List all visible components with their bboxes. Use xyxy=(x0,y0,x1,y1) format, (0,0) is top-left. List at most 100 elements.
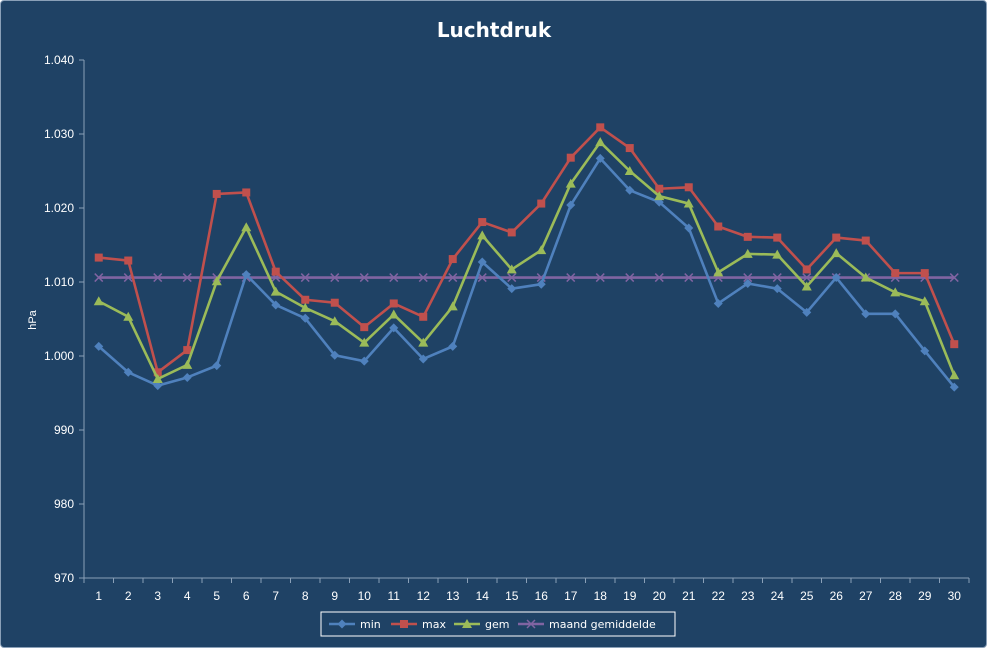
y-tick-label: 1.020 xyxy=(44,201,74,215)
data-point xyxy=(270,286,281,296)
data-point xyxy=(596,123,605,132)
data-point xyxy=(389,323,399,333)
data-point xyxy=(802,273,812,283)
data-point xyxy=(654,273,664,283)
series-line xyxy=(97,157,956,388)
data-point xyxy=(920,269,929,278)
data-point xyxy=(624,166,635,175)
data-point xyxy=(448,255,457,264)
data-point xyxy=(772,284,782,294)
y-tick-label: 980 xyxy=(54,497,74,511)
data-point xyxy=(595,137,606,147)
data-point xyxy=(684,223,694,233)
data-point xyxy=(448,273,458,283)
data-point xyxy=(950,340,959,349)
series-min xyxy=(94,153,959,392)
legend: min max gem maand gemiddelde xyxy=(320,611,676,637)
data-point xyxy=(153,381,163,391)
data-point xyxy=(919,296,930,306)
x-tick-label: 14 xyxy=(476,589,490,603)
legend-entry: min xyxy=(329,618,381,631)
data-point xyxy=(389,273,399,283)
data-point xyxy=(93,296,104,306)
x-tick-label: 19 xyxy=(623,589,637,603)
data-point xyxy=(742,248,753,258)
data-point xyxy=(418,337,429,347)
data-point xyxy=(536,279,546,289)
series-line xyxy=(98,140,956,381)
data-point xyxy=(949,370,960,380)
data-point xyxy=(832,233,841,242)
data-point xyxy=(713,298,723,308)
data-point xyxy=(861,309,871,319)
data-point xyxy=(300,273,310,283)
x-tick-label: 16 xyxy=(535,589,549,603)
data-point xyxy=(418,273,428,283)
series-gem xyxy=(93,137,960,383)
data-point xyxy=(242,188,251,197)
data-point xyxy=(655,184,664,193)
data-point xyxy=(772,273,782,283)
data-point xyxy=(595,273,605,283)
data-point xyxy=(359,337,370,347)
data-point xyxy=(183,346,192,355)
data-point xyxy=(654,191,665,201)
data-point xyxy=(743,232,752,241)
data-point xyxy=(182,372,192,382)
x-tick-label: 12 xyxy=(417,589,431,603)
data-point xyxy=(684,183,693,192)
data-point xyxy=(861,236,870,245)
data-point xyxy=(625,185,635,195)
data-point xyxy=(271,300,281,310)
data-point xyxy=(625,273,635,283)
data-point xyxy=(94,341,104,351)
series-layer xyxy=(93,123,960,392)
data-point xyxy=(301,295,310,304)
chart-title: Luchtdruk xyxy=(437,18,552,42)
x-tick-label: 25 xyxy=(800,589,814,603)
data-point xyxy=(330,273,340,283)
data-point xyxy=(212,189,221,198)
data-point xyxy=(330,298,339,307)
x-tick-label: 5 xyxy=(213,589,220,603)
data-point xyxy=(714,222,723,231)
series-max xyxy=(94,123,959,377)
x-tick-label: 6 xyxy=(243,589,250,603)
data-point xyxy=(536,245,547,255)
data-point xyxy=(713,267,724,277)
y-tick-label: 1.040 xyxy=(44,53,74,67)
data-point xyxy=(241,222,252,232)
x-tick-label: 10 xyxy=(358,589,372,603)
data-point xyxy=(477,273,487,283)
x-tick-label: 13 xyxy=(446,589,460,603)
legend-box xyxy=(320,611,676,637)
x-tick-label: 2 xyxy=(125,589,132,603)
x-tick-label: 29 xyxy=(918,589,932,603)
data-point xyxy=(477,230,488,240)
legend-label: gem xyxy=(485,618,509,631)
data-point xyxy=(330,350,340,360)
data-point xyxy=(831,248,842,258)
data-point xyxy=(388,309,399,319)
data-point xyxy=(565,178,576,188)
x-tick-label: 26 xyxy=(830,589,844,603)
data-point xyxy=(890,287,901,297)
y-tick-label: 990 xyxy=(54,423,74,437)
data-point xyxy=(153,273,163,283)
x-tick-label: 27 xyxy=(859,589,873,603)
data-point xyxy=(182,273,192,283)
legend-label: min xyxy=(360,618,381,631)
x-tick-label: 9 xyxy=(331,589,338,603)
data-point xyxy=(743,273,753,283)
x-tick-label: 28 xyxy=(889,589,903,603)
y-tick-label: 970 xyxy=(54,571,74,585)
x-tick-label: 22 xyxy=(712,589,726,603)
x-tick-label: 8 xyxy=(302,589,309,603)
x-tick-label: 1 xyxy=(95,589,102,603)
data-point xyxy=(566,153,575,162)
data-point xyxy=(773,233,782,242)
y-axis-label: hPa xyxy=(27,309,39,329)
